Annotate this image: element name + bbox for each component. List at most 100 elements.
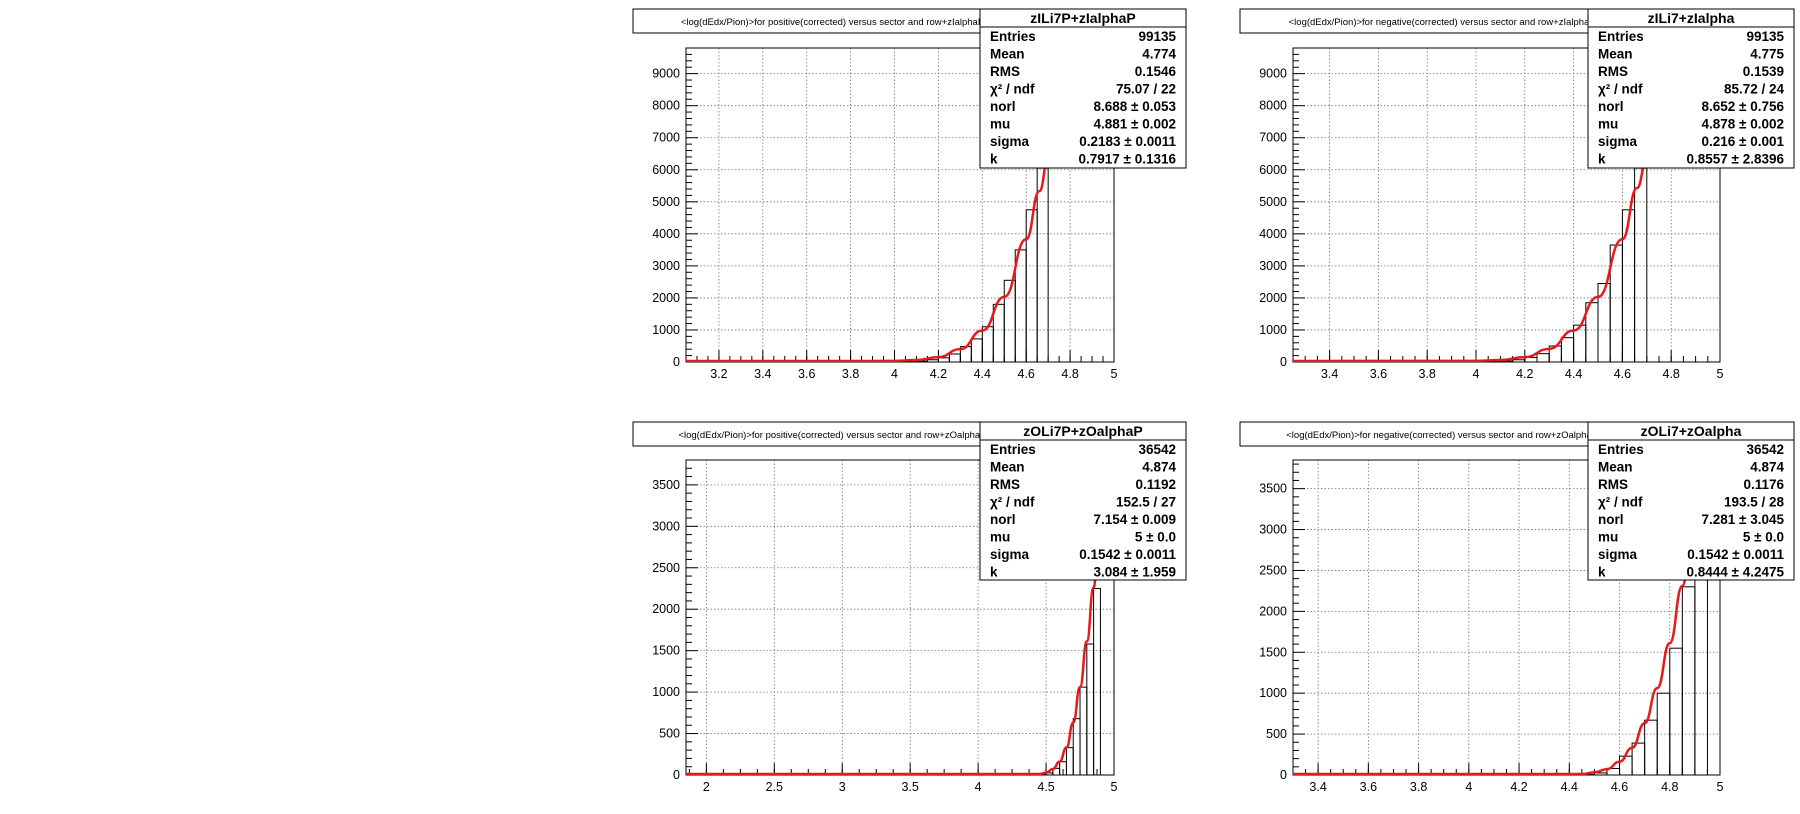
stats-label: χ² / ndf	[990, 495, 1035, 510]
plot-title: <log(dEdx/Pion)>for positive(corrected) …	[681, 17, 984, 28]
stats-label: sigma	[990, 134, 1030, 149]
stats-name: zILi7+zIalpha	[1648, 10, 1735, 26]
stats-value: 0.216 ± 0.001	[1702, 134, 1785, 149]
y-tick-label: 4000	[652, 227, 680, 241]
histogram-bin	[1536, 353, 1550, 362]
stats-label: norl	[1598, 99, 1624, 114]
stats-label: RMS	[1598, 64, 1628, 79]
y-axis: 0 1000 2000 3000 4000 5000 6000 7000 8000 9000	[652, 47, 698, 369]
stats-label: Mean	[1598, 47, 1633, 62]
x-tick-label: 4.6	[1614, 367, 1631, 381]
y-tick-label: 2000	[1259, 291, 1287, 305]
stats-box: zILi7+zIalpha Entries 99135 Mean 4.775 RMS 0.1…	[1587, 8, 1795, 169]
stats-value: 75.07 / 22	[1116, 82, 1176, 97]
stats-value: 36542	[1746, 442, 1784, 457]
y-tick-label: 3500	[652, 478, 680, 492]
x-tick-label: 3.8	[1410, 780, 1427, 794]
stats-value: 0.1542 ± 0.0011	[1079, 547, 1176, 562]
stats-label: norl	[1598, 512, 1624, 527]
y-tick-label: 0	[673, 355, 680, 369]
y-tick-label: 6000	[1259, 163, 1287, 177]
histogram-pad-2: 0 1000 2000 3000 4000 5000 6000 7000 8000 9000 3.4…	[1239, 8, 1795, 381]
title-frame	[632, 421, 1033, 447]
x-tick-label: 4.6	[1018, 367, 1035, 381]
histogram-bin	[1014, 249, 1027, 362]
title-frame	[1239, 8, 1639, 34]
x-tick-label: 4	[891, 367, 898, 381]
stats-value: 4.774	[1142, 47, 1176, 62]
x-tick-label: 5	[1717, 367, 1724, 381]
y-tick-label: 500	[1266, 727, 1287, 741]
y-tick-label: 3500	[1259, 482, 1287, 496]
histogram-bin	[1560, 337, 1575, 362]
stats-label: norl	[990, 99, 1016, 114]
stats-value: 0.8557 ± 2.8396	[1687, 152, 1785, 167]
fit-curve	[686, 157, 1050, 362]
stats-value: 0.7917 ± 0.1316	[1079, 152, 1177, 167]
stats-value: 4.874	[1142, 460, 1176, 475]
x-tick-label: 3.8	[1419, 367, 1436, 381]
stats-box: zOLi7+zOalpha Entries 36542 Mean 4.874 RMS 0.1…	[1587, 421, 1795, 581]
stats-label: RMS	[990, 64, 1020, 79]
stats-box: zOLi7P+zOalphaP Entries 36542 Mean 4.874 RMS 0…	[979, 421, 1187, 581]
grid	[686, 48, 1115, 363]
x-tick-label: 2.5	[766, 780, 783, 794]
stats-value: 36542	[1138, 442, 1176, 457]
y-tick-label: 5000	[1259, 195, 1287, 209]
stats-label: k	[990, 152, 998, 167]
fit-layer	[1293, 157, 1649, 362]
fit-curve	[686, 553, 1099, 775]
stats-value: 5 ± 0.0	[1135, 530, 1176, 545]
x-tick-label: 4.4	[974, 367, 991, 381]
fit-layer	[686, 157, 1050, 362]
plot-title: <log(dEdx/Pion)>for positive(corrected) …	[678, 430, 986, 441]
histogram-bin	[1036, 167, 1049, 362]
histogram-bin	[1681, 586, 1696, 775]
stats-value: 99135	[1138, 29, 1176, 44]
x-tick-label: 4.5	[1037, 780, 1054, 794]
histogram-bin	[1694, 557, 1708, 775]
title-box: <log(dEdx/Pion)>for negative(corrected) …	[1239, 421, 1639, 447]
x-tick-label: 3.4	[1309, 780, 1326, 794]
stats-name: zOLi7P+zOalphaP	[1023, 423, 1142, 439]
y-tick-label: 9000	[652, 67, 680, 81]
histogram-bin	[1072, 718, 1081, 775]
stats-label: norl	[990, 512, 1016, 527]
stats-value: 4.775	[1750, 47, 1784, 62]
fit-layer	[686, 553, 1099, 775]
stats-label: χ² / ndf	[1598, 82, 1643, 97]
y-tick-label: 9000	[1259, 67, 1287, 81]
x-tick-label: 3.2	[710, 367, 727, 381]
y-tick-label: 1000	[1259, 323, 1287, 337]
histogram-bin	[981, 326, 994, 362]
stats-label: χ² / ndf	[1598, 495, 1643, 510]
x-tick-label: 2	[703, 780, 710, 794]
histogram-bins	[686, 587, 1101, 775]
stats-value: 0.1176	[1743, 477, 1784, 492]
stats-value: 0.1539	[1743, 64, 1784, 79]
y-tick-label: 2500	[1259, 563, 1287, 577]
y-axis: 0 500 1000 1500 2000 2500 3000 3500	[652, 459, 698, 782]
histogram-bin	[1634, 167, 1648, 362]
stats-value: 8.652 ± 0.756	[1702, 99, 1785, 114]
y-axis: 0 500 1000 1500 2000 2500 3000 3500	[1259, 463, 1305, 782]
histogram-bin	[948, 353, 961, 362]
histogram-bin	[1079, 686, 1088, 775]
histogram-pad-4: 0 500 1000 1500 2000 2500 3000 3500 3.4 3.6 3.8 4 4.…	[1239, 421, 1795, 794]
plot-title: <log(dEdx/Pion)>for negative(corrected) …	[1286, 430, 1592, 441]
stats-name: zILi7P+zIalphaP	[1030, 10, 1135, 26]
stats-value: 4.874	[1750, 460, 1784, 475]
y-tick-label: 2000	[652, 602, 680, 616]
stats-name: zOLi7+zOalpha	[1641, 423, 1742, 439]
stats-value: 8.688 ± 0.053	[1094, 99, 1177, 114]
histogram-bin	[1619, 755, 1633, 775]
stats-value: 5 ± 0.0	[1743, 530, 1784, 545]
stats-label: RMS	[1598, 477, 1628, 492]
stats-frame	[1587, 8, 1795, 169]
histogram-bin	[1512, 359, 1526, 362]
histogram-bin	[926, 359, 939, 362]
stats-label: Mean	[1598, 460, 1633, 475]
x-tick-label: 3.6	[1360, 780, 1377, 794]
histogram-bin	[1621, 209, 1636, 362]
